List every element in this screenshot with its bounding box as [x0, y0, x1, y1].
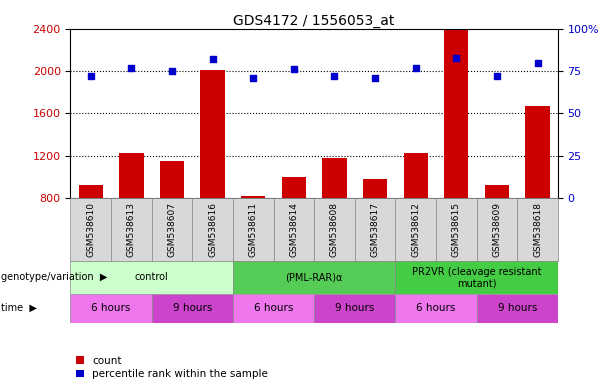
Bar — [485, 185, 509, 198]
Point — [167, 68, 177, 74]
Text: control: control — [135, 272, 169, 283]
Text: GSM538616: GSM538616 — [208, 202, 217, 257]
Text: 6 hours: 6 hours — [91, 303, 131, 313]
Bar — [233, 294, 314, 323]
Point — [370, 75, 380, 81]
Bar — [152, 198, 192, 261]
Bar — [395, 294, 477, 323]
Bar — [192, 198, 233, 261]
Text: GSM538607: GSM538607 — [167, 202, 177, 257]
Bar — [70, 198, 111, 261]
Point — [248, 75, 258, 81]
Bar — [152, 294, 233, 323]
Text: GSM538612: GSM538612 — [411, 202, 420, 257]
Point — [451, 55, 461, 61]
Bar — [111, 198, 152, 261]
Text: GSM538615: GSM538615 — [452, 202, 461, 257]
Text: 9 hours: 9 hours — [335, 303, 375, 313]
Bar — [233, 198, 273, 261]
Text: GSM538613: GSM538613 — [127, 202, 136, 257]
Text: PR2VR (cleavage resistant
mutant): PR2VR (cleavage resistant mutant) — [412, 266, 541, 288]
Bar — [477, 198, 517, 261]
Bar — [119, 153, 143, 198]
Legend: count, percentile rank within the sample: count, percentile rank within the sample — [75, 356, 268, 379]
Point — [330, 73, 340, 79]
Point — [492, 73, 502, 79]
Bar — [322, 157, 347, 198]
Bar — [314, 294, 395, 323]
Text: GSM538617: GSM538617 — [371, 202, 379, 257]
Bar — [477, 294, 558, 323]
Text: GSM538609: GSM538609 — [492, 202, 501, 257]
Bar — [70, 261, 233, 294]
Bar — [78, 185, 103, 198]
Text: GSM538608: GSM538608 — [330, 202, 339, 257]
Text: GSM538610: GSM538610 — [86, 202, 95, 257]
Bar — [241, 196, 265, 198]
Text: 9 hours: 9 hours — [498, 303, 537, 313]
Point — [289, 66, 299, 73]
Bar — [517, 198, 558, 261]
Bar — [403, 153, 428, 198]
Bar — [395, 198, 436, 261]
Bar — [70, 294, 152, 323]
Bar — [314, 198, 355, 261]
Bar — [160, 161, 184, 198]
Text: GSM538618: GSM538618 — [533, 202, 542, 257]
Text: genotype/variation  ▶: genotype/variation ▶ — [1, 272, 107, 283]
Title: GDS4172 / 1556053_at: GDS4172 / 1556053_at — [234, 14, 395, 28]
Point — [533, 60, 543, 66]
Point — [411, 65, 421, 71]
Text: GSM538614: GSM538614 — [289, 202, 299, 257]
Point — [126, 65, 136, 71]
Bar — [436, 198, 477, 261]
Point — [86, 73, 96, 79]
Bar — [273, 198, 314, 261]
Bar — [395, 261, 558, 294]
Bar — [233, 261, 395, 294]
Bar — [525, 106, 550, 198]
Text: GSM538611: GSM538611 — [249, 202, 257, 257]
Bar — [200, 70, 225, 198]
Bar — [363, 179, 387, 198]
Point — [208, 56, 218, 62]
Bar — [282, 177, 306, 198]
Text: 9 hours: 9 hours — [173, 303, 212, 313]
Bar — [444, 29, 468, 198]
Text: 6 hours: 6 hours — [416, 303, 455, 313]
Text: time  ▶: time ▶ — [1, 303, 37, 313]
Text: (PML-RAR)α: (PML-RAR)α — [286, 272, 343, 283]
Bar — [355, 198, 395, 261]
Text: 6 hours: 6 hours — [254, 303, 293, 313]
